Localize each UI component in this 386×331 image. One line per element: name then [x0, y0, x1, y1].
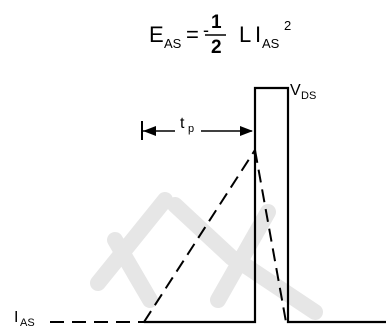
- formula-lhs-subscript: AS: [164, 36, 182, 51]
- formula-current-subscript: AS: [262, 36, 280, 51]
- current-ramp-up: [143, 149, 256, 323]
- tp-marker: [141, 121, 253, 140]
- formula-inductance: L: [239, 22, 251, 47]
- formula-current: I: [255, 22, 261, 47]
- watermark: [90, 192, 323, 320]
- ias-label: I: [14, 309, 18, 326]
- ias-label-subscript: AS: [20, 317, 35, 329]
- formula-lhs: E: [149, 22, 164, 47]
- vds-pulse: [144, 86, 386, 324]
- vds-label-subscript: DS: [301, 90, 316, 102]
- energy-formula: E AS = - 1 2 L I AS 2: [149, 12, 291, 58]
- tp-label-subscript: p: [188, 123, 194, 135]
- formula-denominator: 2: [211, 37, 222, 58]
- formula-exponent: 2: [284, 18, 291, 33]
- vds-label: V: [290, 82, 301, 99]
- current-ramp-down: [254, 149, 287, 323]
- waveform: [50, 86, 386, 324]
- formula-numerator: 1: [211, 12, 222, 33]
- formula-equals: =: [186, 22, 199, 47]
- formula-minus: -: [203, 20, 209, 40]
- tp-label: t: [180, 115, 185, 132]
- tp-arrowhead-left: [143, 126, 156, 136]
- tp-arrowhead-right: [240, 126, 253, 136]
